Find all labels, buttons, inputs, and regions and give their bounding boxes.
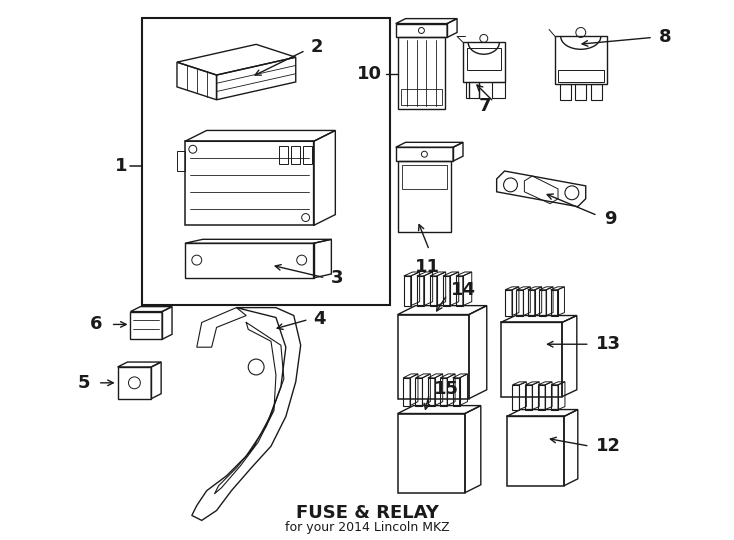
Text: 8: 8 [659,29,672,46]
Bar [539,290,546,315]
Bar [453,378,459,406]
Bar [550,290,558,315]
Text: 7: 7 [479,97,492,114]
Bar [575,84,586,100]
Bar [401,89,442,105]
Bar [528,290,535,315]
Bar [177,151,185,171]
Bar [558,70,603,82]
Text: 5: 5 [77,374,90,392]
Bar [417,276,424,306]
Bar [591,84,602,100]
Bar [560,84,570,100]
Bar [466,82,479,98]
Bar [526,385,532,409]
Bar [443,276,450,306]
Text: FUSE & RELAY: FUSE & RELAY [296,504,438,523]
Bar [505,290,512,315]
Bar [403,378,410,406]
Bar [555,36,606,84]
Bar [142,18,390,305]
Bar [398,161,451,232]
Bar [396,147,453,161]
Text: 9: 9 [605,210,617,227]
Bar [551,385,558,409]
Bar [430,276,437,306]
Bar [440,378,447,406]
Bar [512,385,520,409]
Bar [467,48,501,70]
Bar [185,141,313,226]
Bar [398,414,465,492]
Bar [517,290,523,315]
Text: 2: 2 [310,38,323,56]
Bar [492,82,504,98]
Bar [291,146,299,164]
Text: 13: 13 [595,335,621,353]
Text: 12: 12 [595,437,621,455]
Text: for your 2014 Lincoln MKZ: for your 2014 Lincoln MKZ [285,521,449,534]
Text: 4: 4 [313,310,326,328]
Text: 6: 6 [90,315,103,333]
Bar [279,146,288,164]
Text: 10: 10 [357,65,382,83]
Text: 1: 1 [115,157,128,175]
Text: 3: 3 [330,269,343,287]
Bar [302,146,311,164]
Text: 15: 15 [435,380,459,398]
Text: 11: 11 [415,258,440,276]
Bar [428,378,435,406]
Bar [398,314,469,399]
Bar [398,37,446,109]
Bar [456,276,463,306]
Text: 14: 14 [451,281,476,299]
Bar [404,276,411,306]
Bar [415,378,423,406]
Bar [506,416,564,486]
Bar [538,385,545,409]
Bar [401,165,447,189]
Bar [463,42,504,82]
Bar [501,322,562,397]
